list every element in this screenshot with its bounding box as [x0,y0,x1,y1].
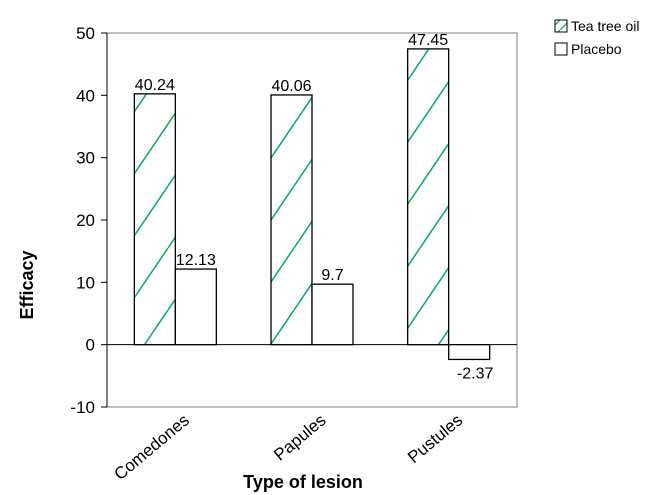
data-label: -2.37 [457,365,494,382]
category-label-pustules: Pustules [404,411,466,467]
data-label: 40.06 [271,78,311,95]
bar-papules-placebo [311,283,354,346]
bar-pustules-tea-tree-oil [407,48,450,346]
legend-label-placebo: Placebo [571,41,622,57]
y-tick-label: 0 [86,336,95,355]
bar-comedones-tea-tree-oil [133,93,176,346]
y-tick-label: 50 [76,24,95,43]
y-tick-label: 30 [76,149,95,168]
legend-label-tea-tree-oil: Tea tree oil [571,18,639,34]
y-tick-label: 20 [76,211,95,230]
y-axis: -10 0 10 20 30 40 50 [70,24,108,417]
data-labels-group: 40.24 12.13 40.06 9.7 47.45 -2.37 [135,32,494,383]
legend-swatch-tea-tree-oil [554,19,568,33]
data-label: 9.7 [321,267,343,284]
bars-group [133,48,491,361]
legend: Tea tree oil Placebo [554,18,639,57]
bar-papules-tea-tree-oil [270,94,313,346]
y-axis-title: Efficacy [17,250,37,319]
bar-comedones-placebo [174,268,217,346]
data-label: 12.13 [176,252,216,269]
y-tick-label: 10 [76,273,95,292]
bar-pustules-placebo [448,344,491,361]
data-label: 40.24 [135,77,175,94]
y-tick-label: 40 [76,86,95,105]
data-label: 47.45 [408,32,448,49]
category-label-papules: Papules [270,411,329,465]
legend-swatch-placebo [554,42,568,56]
y-tick-label: -10 [70,398,95,417]
category-label-comedones: Comedones [110,411,192,484]
x-axis-title: Type of lesion [243,472,363,492]
